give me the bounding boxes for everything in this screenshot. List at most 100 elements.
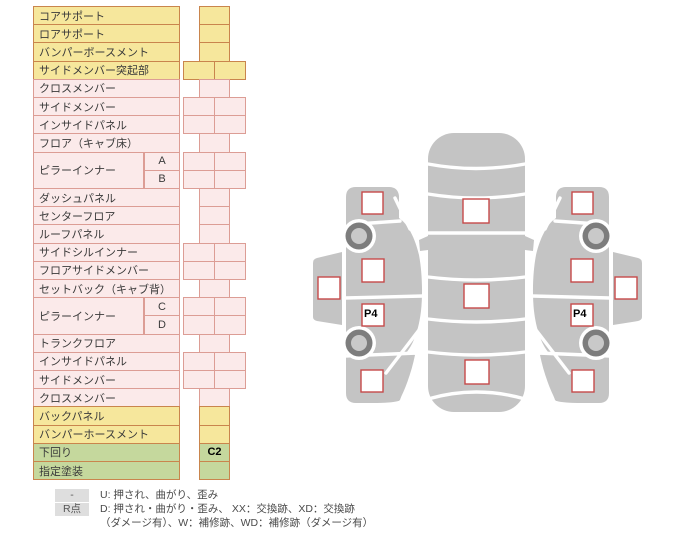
part-label: サイドメンバー突起部 <box>33 60 180 80</box>
part-label: バックパネル <box>33 406 180 426</box>
part-label: インサイドパネル <box>33 115 180 135</box>
grid-cell: C2 <box>199 442 230 462</box>
legend-key-spacer <box>55 517 89 530</box>
damage-marker-top-rear <box>464 359 490 385</box>
part-label: ピラーインナー <box>33 151 144 189</box>
legend-key-rpoint: R点 <box>55 503 89 516</box>
rear-wheel <box>345 329 373 357</box>
grid-cell <box>199 24 230 44</box>
parts-damage-table: コアサポート ロアサポート バンパーボースメント サイドメンバー突起部 クロスメンバーサ… <box>33 6 253 484</box>
legend: - U: 押され、曲がり、歪み R点 D: 押され・曲がり・歪み、 XX：交換跡… <box>55 489 475 531</box>
grid-cell <box>183 297 215 317</box>
part-sublabel: D <box>144 315 180 335</box>
part-label: フロアサイドメンバー <box>33 260 180 280</box>
part-sublabel: A <box>144 151 180 171</box>
legend-line-cont: （ダメージ有）、W：補修跡、WD：補修跡（ダメージ有） <box>55 517 475 530</box>
damage-marker-top-front <box>462 198 490 224</box>
part-label: トランクフロア <box>33 333 180 353</box>
legend-text-d: D: 押され・曲がり・歪み、 XX：交換跡、XD：交換跡 <box>100 503 355 515</box>
damage-marker-right-roof-side <box>614 276 638 300</box>
grid-cell <box>183 260 215 280</box>
legend-line-r: R点 D: 押され・曲がり・歪み、 XX：交換跡、XD：交換跡 <box>55 503 475 516</box>
damage-marker-left-front-fender <box>361 191 384 215</box>
grid-cell <box>199 133 230 153</box>
legend-line-u: - U: 押され、曲がり、歪み <box>55 489 475 502</box>
car-top-view <box>419 133 534 412</box>
grid-cell <box>199 78 230 98</box>
grid-cell <box>214 242 246 262</box>
part-sublabel: C <box>144 297 180 317</box>
grid-cell <box>199 224 230 244</box>
part-sublabel: B <box>144 169 180 189</box>
grid-cell <box>214 297 246 317</box>
part-label: フロア（キャブ床） <box>33 133 180 153</box>
part-label: ルーフパネル <box>33 224 180 244</box>
grid-cell <box>199 279 230 299</box>
part-label: 指定塗装 <box>33 461 180 481</box>
right-mirror-shape <box>525 236 534 251</box>
grid-cell <box>214 97 246 117</box>
grid-cell <box>183 97 215 117</box>
part-label: インサイドパネル <box>33 351 180 371</box>
grid-cell <box>199 206 230 226</box>
rear-quarter <box>388 353 415 401</box>
grid-cell <box>183 60 215 80</box>
grid-cell <box>183 351 215 371</box>
car-side-view-left <box>313 187 425 403</box>
panel-seams <box>424 162 529 401</box>
damage-marker-left-rear-fender <box>360 369 384 393</box>
grid-cell <box>199 188 230 208</box>
part-label: センターフロア <box>33 206 180 226</box>
part-label: サイドメンバー <box>33 370 180 390</box>
part-label: バンパーホースメント <box>33 424 180 444</box>
panel-seams <box>343 196 425 375</box>
damage-marker-left-rear-door <box>361 303 385 327</box>
damage-markers: P4 P4 <box>317 191 638 393</box>
damage-marker-left-roof-side <box>317 276 341 300</box>
part-label: クロスメンバー <box>33 388 180 408</box>
grid-cell <box>183 169 215 189</box>
roof-side-panel <box>313 252 342 325</box>
grid-cell <box>214 260 246 280</box>
damage-marker-right-front-fender <box>571 191 594 215</box>
grid-cell <box>199 333 230 353</box>
grid-cell <box>199 461 230 481</box>
part-label: ダッシュパネル <box>33 188 180 208</box>
grid-cell <box>214 315 246 335</box>
legend-text-cont: （ダメージ有）、W：補修跡、WD：補修跡（ダメージ有） <box>100 517 374 529</box>
car-side-view-right <box>530 185 644 405</box>
part-label: コアサポート <box>33 6 180 26</box>
grid-cell <box>214 60 246 80</box>
part-label: クロスメンバー <box>33 78 180 98</box>
damage-marker-right-rear-door <box>570 303 594 327</box>
damage-marker-right-rear-fender <box>571 369 595 393</box>
side-body <box>346 187 423 403</box>
part-label: バンパーボースメント <box>33 42 180 62</box>
grid-cell <box>183 151 215 171</box>
legend-text-u: U: 押され、曲がり、歪み <box>100 489 219 501</box>
grid-cell <box>183 315 215 335</box>
grid-cell <box>199 42 230 62</box>
left-mirror-shape <box>419 236 428 251</box>
part-label: ロアサポート <box>33 24 180 44</box>
damage-marker-left-front-door <box>361 258 385 283</box>
damage-marker-top-roof <box>463 283 490 309</box>
grid-cell <box>214 115 246 135</box>
grid-cell <box>199 388 230 408</box>
damage-marker-label: P4 <box>573 308 587 320</box>
grid-cell <box>199 424 230 444</box>
part-label: ピラーインナー <box>33 297 144 335</box>
part-label: サイドメンバー <box>33 97 180 117</box>
grid-cell <box>214 151 246 171</box>
damage-marker-right-front-door <box>570 258 594 283</box>
part-label: 下回り <box>33 442 180 462</box>
grid-cell <box>214 370 246 390</box>
grid-cell <box>199 406 230 426</box>
grid-cell <box>183 370 215 390</box>
damage-marker-label: P4 <box>364 308 378 320</box>
grid-cell <box>199 6 230 26</box>
grid-cell <box>214 351 246 371</box>
front-wheel <box>345 222 373 250</box>
grid-cell <box>183 242 215 262</box>
